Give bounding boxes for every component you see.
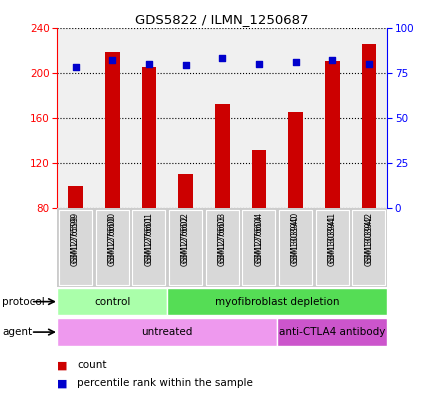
Text: GSM1303942: GSM1303942 (364, 212, 374, 263)
Point (365, 61, 372, 67)
Text: GSM1276599: GSM1276599 (71, 215, 80, 266)
FancyBboxPatch shape (316, 210, 349, 285)
FancyBboxPatch shape (167, 288, 387, 315)
Bar (105, 52, 120, 208)
Text: GSM1276601: GSM1276601 (144, 212, 154, 263)
FancyBboxPatch shape (59, 210, 92, 285)
FancyBboxPatch shape (169, 210, 202, 285)
Text: myofibroblast depletion: myofibroblast depletion (215, 297, 339, 307)
FancyBboxPatch shape (277, 318, 387, 346)
FancyBboxPatch shape (206, 210, 239, 285)
Point (182, 62, 189, 69)
Title: GDS5822 / ILMN_1250687: GDS5822 / ILMN_1250687 (136, 13, 309, 26)
Text: GSM1276603: GSM1276603 (218, 212, 227, 263)
FancyBboxPatch shape (132, 210, 165, 285)
Point (109, 57, 116, 63)
FancyBboxPatch shape (57, 208, 387, 287)
Point (329, 57, 336, 63)
Text: ■: ■ (57, 360, 68, 371)
Text: GSM1303940: GSM1303940 (291, 215, 300, 266)
FancyBboxPatch shape (316, 210, 349, 285)
Bar (142, 67, 156, 208)
Bar (325, 61, 340, 208)
FancyBboxPatch shape (242, 210, 275, 285)
Text: untreated: untreated (142, 327, 193, 337)
FancyBboxPatch shape (132, 210, 165, 285)
Bar (252, 149, 266, 208)
FancyBboxPatch shape (96, 210, 129, 285)
Text: GSM1276600: GSM1276600 (108, 212, 117, 263)
FancyBboxPatch shape (59, 210, 92, 285)
FancyBboxPatch shape (352, 210, 385, 285)
Text: count: count (77, 360, 106, 371)
Text: agent: agent (2, 327, 32, 337)
Text: GSM1276600: GSM1276600 (108, 215, 117, 266)
FancyBboxPatch shape (279, 210, 312, 285)
Point (219, 55, 226, 61)
Text: GSM1303940: GSM1303940 (291, 212, 300, 263)
FancyBboxPatch shape (169, 210, 202, 285)
FancyBboxPatch shape (279, 210, 312, 285)
Bar (68, 185, 83, 208)
Text: GSM1276601: GSM1276601 (144, 215, 154, 266)
Text: GSM1276602: GSM1276602 (181, 215, 190, 266)
FancyBboxPatch shape (57, 318, 277, 346)
FancyBboxPatch shape (206, 210, 239, 285)
Text: ■: ■ (57, 378, 68, 388)
Bar (362, 44, 376, 208)
Text: protocol: protocol (2, 297, 45, 307)
Bar (288, 112, 303, 208)
Text: GSM1303942: GSM1303942 (364, 215, 374, 266)
Point (145, 61, 152, 67)
Text: GSM1276604: GSM1276604 (254, 212, 264, 263)
Point (255, 61, 262, 67)
Point (72, 64, 79, 70)
Text: GSM1303941: GSM1303941 (328, 212, 337, 263)
Text: GSM1276603: GSM1276603 (218, 215, 227, 266)
Bar (215, 104, 230, 208)
FancyBboxPatch shape (57, 288, 167, 315)
Text: GSM1276602: GSM1276602 (181, 212, 190, 263)
Text: control: control (94, 297, 130, 307)
Point (292, 59, 299, 65)
Text: GSM1303941: GSM1303941 (328, 215, 337, 266)
Bar (178, 174, 193, 208)
FancyBboxPatch shape (242, 210, 275, 285)
FancyBboxPatch shape (96, 210, 129, 285)
Text: percentile rank within the sample: percentile rank within the sample (77, 378, 253, 388)
Text: GSM1276599: GSM1276599 (71, 212, 80, 263)
Text: GSM1276604: GSM1276604 (254, 215, 264, 266)
FancyBboxPatch shape (352, 210, 385, 285)
Text: anti-CTLA4 antibody: anti-CTLA4 antibody (279, 327, 385, 337)
